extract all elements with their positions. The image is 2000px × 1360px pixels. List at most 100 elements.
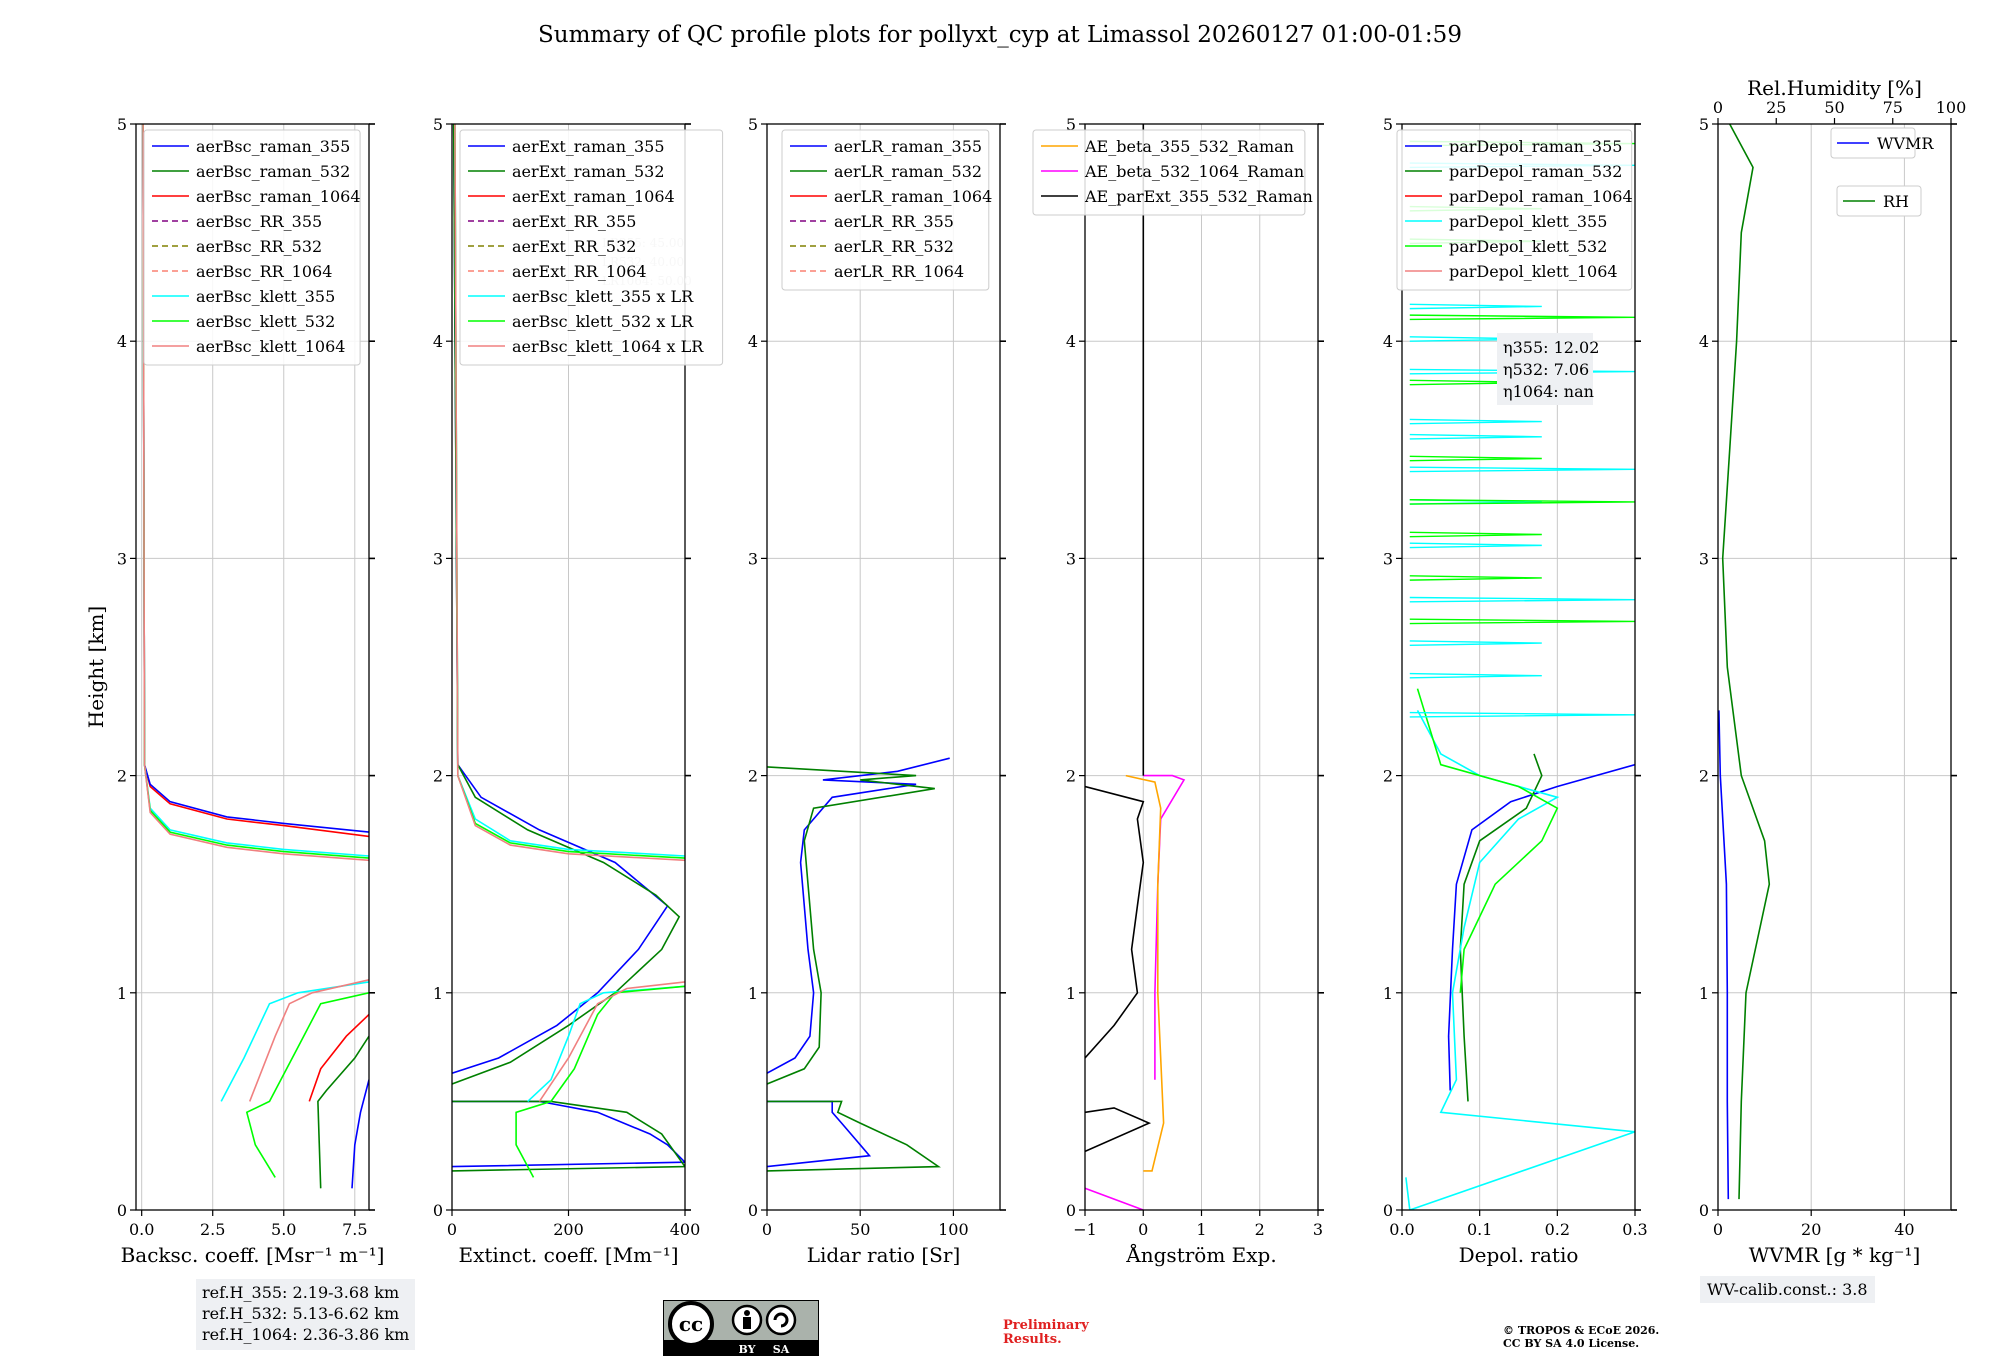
cc-badge-text: cc: [679, 1312, 703, 1336]
y-tick-label: 0: [1383, 1201, 1393, 1220]
top-tick-label: 25: [1766, 98, 1786, 117]
y-tick-label: 2: [748, 767, 758, 786]
series-aerBsc-klett-1064-x-LR: [538, 981, 685, 1102]
series-AE-beta-532-1064-Raman: [1085, 1187, 1144, 1210]
x-tick-label: 0: [1713, 1220, 1723, 1239]
profile-line-4: [454, 124, 685, 862]
sa-icon: [765, 1304, 797, 1336]
series-aerBsc-klett-355-x-LR: [527, 985, 685, 1102]
legend-label: aerBsc_raman_355: [196, 137, 350, 156]
series-aerBsc-klett-1064: [248, 979, 369, 1102]
y-tick-label: 5: [748, 115, 758, 134]
eta-annotation-box: [1497, 333, 1593, 405]
legend-label: aerExt_raman_532: [512, 162, 665, 181]
y-axis-label: Height [km]: [84, 606, 108, 728]
axes-frame: [766, 123, 1001, 1211]
legend-label: aerLR_RR_532: [834, 237, 954, 256]
legend-label: AE_beta_355_532_Raman: [1084, 137, 1294, 156]
top-tick-label: 0: [1713, 98, 1723, 117]
axes-frame: [1717, 123, 1952, 1211]
series-AE-beta-355-532-Raman: [1125, 774, 1165, 1172]
x-axis-label: Lidar ratio [Sr]: [807, 1243, 961, 1267]
y-tick-label: 4: [748, 332, 758, 351]
depol-spike: [1409, 596, 1635, 603]
y-tick-label: 3: [117, 549, 127, 568]
preliminary-note: Preliminary Results.: [1003, 1319, 1089, 1347]
depol-spike: [1409, 711, 1635, 718]
legend-label: aerBsc_klett_355 x LR: [512, 287, 694, 306]
sa-label: SA: [773, 1343, 790, 1356]
depol-spike: [1409, 672, 1542, 679]
legend-label: aerBsc_RR_532: [196, 237, 322, 256]
depol-spike: [1409, 466, 1635, 473]
x-tick-label: 0.0: [129, 1220, 154, 1239]
panel-bsc: 0.0 2.5 5.0 7.5 0 1 2 3 4 5 Backsc. coeff. [Msr⁻¹ …: [84, 115, 384, 1267]
ref-height-532: ref.H_532: 5.13-6.62 km: [202, 1304, 400, 1323]
series-RH: [1721, 124, 1771, 1200]
preliminary-line-1: Preliminary: [1003, 1318, 1089, 1333]
top-tick-label: 50: [1824, 98, 1844, 117]
y-tick-label: 3: [748, 549, 758, 568]
legend-box-WVMR: [1830, 127, 1916, 159]
y-tick-label: 0: [1066, 1201, 1076, 1220]
figure-title: Summary of QC profile plots for pollyxt_…: [538, 22, 1462, 48]
legend-label: aerBsc_klett_532: [196, 312, 335, 331]
axes-frame: [135, 123, 370, 1211]
copyright-line-1: © TROPOS & ECoE 2026.: [1503, 1324, 1660, 1337]
legend-label: parDepol_klett_355: [1449, 212, 1607, 231]
y-tick-label: 2: [117, 767, 127, 786]
x-tick-label: 2: [1255, 1220, 1265, 1239]
x-tick-label: 0: [762, 1220, 772, 1239]
series-aerBsc-raman-1064: [308, 1013, 369, 1102]
legend-box: [143, 129, 361, 366]
series-parDepol-raman-532: [1459, 753, 1543, 1102]
y-tick-label: 5: [1066, 115, 1076, 134]
x-tick-label: 3: [1313, 1220, 1323, 1239]
panel-lr: 0 50 100 0 1 2 3 4 5 Lidar ratio [Sr] aerLR_raman_…: [748, 115, 1006, 1267]
x-axis-label: Backsc. coeff. [Msr⁻¹ m⁻¹]: [121, 1243, 385, 1267]
legend-label: aerBsc_RR_1064: [196, 262, 332, 281]
legend-label: WVMR: [1877, 134, 1934, 153]
x-tick-label: 0: [447, 1220, 457, 1239]
y-tick-label: 3: [1699, 549, 1709, 568]
x-tick-label: 40: [1894, 1220, 1914, 1239]
legend-label: aerExt_raman_1064: [512, 187, 675, 206]
x-tick-label: 0.1: [1467, 1220, 1492, 1239]
y-tick-label: 1: [748, 984, 758, 1003]
legend-label: aerLR_raman_355: [834, 137, 982, 156]
series-parDepol-klett-532: [1416, 688, 1559, 993]
x-tick-label: −1: [1073, 1220, 1097, 1239]
depol-spike: [1409, 640, 1542, 646]
y-tick-label: 1: [433, 984, 443, 1003]
by-label: BY: [739, 1343, 756, 1356]
profile-line-1: [767, 766, 935, 1085]
preliminary-line-2: Results.: [1003, 1332, 1062, 1347]
x-tick-label: 400: [670, 1220, 701, 1239]
legend-label: AE_beta_532_1064_Raman: [1084, 162, 1304, 181]
y-tick-label: 0: [117, 1201, 127, 1220]
depol-spike: [1409, 433, 1542, 440]
legend-box: [459, 129, 724, 366]
legend-label: aerBsc_klett_1064: [196, 337, 345, 356]
y-tick-label: 3: [1066, 549, 1076, 568]
legend-box-RH: [1836, 185, 1922, 217]
y-tick-label: 4: [1066, 332, 1076, 351]
depol-spike: [1409, 303, 1542, 310]
x-tick-label: 1: [1196, 1220, 1206, 1239]
x-axis-label: Ångström Exp.: [1125, 1242, 1276, 1267]
x-tick-label: 0.3: [1622, 1220, 1647, 1239]
series-aerBsc-klett-532-x-LR: [515, 985, 685, 1178]
y-tick-label: 0: [433, 1201, 443, 1220]
y-tick-label: 3: [1383, 549, 1393, 568]
legend-label: parDepol_klett_1064: [1449, 262, 1618, 281]
x-axis-label: Depol. ratio: [1459, 1243, 1579, 1267]
axes-frame: [1401, 123, 1636, 1211]
reference-heights-box: ref.H_355: 2.19-3.68 km ref.H_532: 5.13-…: [196, 1279, 416, 1350]
x-tick-label: 2.5: [200, 1220, 225, 1239]
series-WVMR: [1718, 710, 1730, 1200]
depol-spike: [1409, 618, 1635, 625]
legend-label: RH: [1883, 192, 1909, 211]
y-tick-label: 5: [433, 115, 443, 134]
